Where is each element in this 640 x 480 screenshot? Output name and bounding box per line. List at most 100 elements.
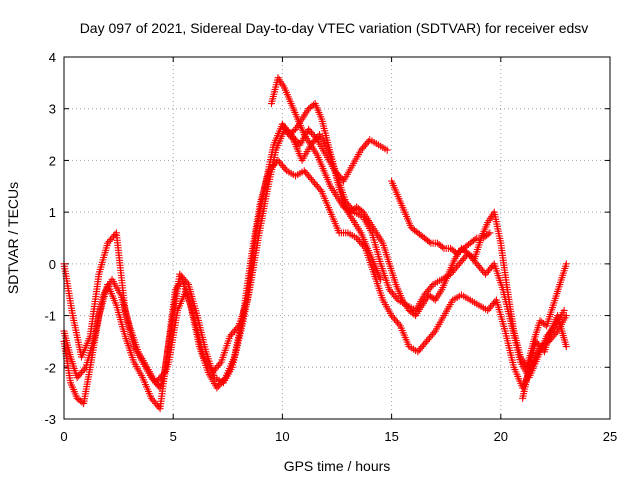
data-point — [533, 339, 541, 347]
x-tick-label: 15 — [384, 429, 398, 444]
data-point — [176, 270, 184, 278]
data-point — [305, 125, 313, 133]
data-point — [388, 312, 396, 320]
data-point — [385, 286, 393, 294]
data-point — [75, 372, 83, 380]
data-point — [107, 236, 115, 244]
data-point — [562, 343, 570, 351]
y-tick-label: 4 — [49, 50, 56, 65]
x-tick-label: 25 — [603, 429, 617, 444]
data-point — [216, 360, 224, 368]
data-point — [420, 341, 428, 349]
data-point — [430, 295, 438, 303]
data-point — [230, 327, 238, 335]
data-point — [487, 263, 495, 271]
data-point — [358, 207, 366, 215]
data-point — [110, 232, 118, 240]
data-point — [391, 315, 399, 323]
data-point — [80, 365, 88, 373]
data-point — [214, 382, 222, 390]
data-point — [357, 146, 365, 154]
data-point — [424, 336, 432, 344]
x-tick-label: 0 — [60, 429, 67, 444]
data-point — [293, 137, 301, 145]
data-point — [532, 337, 540, 345]
data-point — [455, 260, 463, 268]
data-point — [474, 262, 482, 270]
y-tick-label: 3 — [49, 102, 56, 117]
data-point — [360, 143, 368, 151]
data-point — [104, 239, 112, 247]
data-point — [427, 332, 435, 340]
data-point — [414, 348, 422, 356]
data-point — [313, 182, 321, 190]
data-point — [483, 268, 491, 276]
data-point — [418, 343, 426, 351]
data-point — [476, 263, 484, 271]
data-point — [214, 362, 222, 370]
data-point — [76, 370, 84, 378]
data-point — [312, 134, 320, 142]
data-point — [210, 367, 218, 375]
x-tick-label: 5 — [170, 429, 177, 444]
y-tick-label: -3 — [44, 412, 56, 427]
data-point — [177, 272, 185, 280]
data-point — [389, 313, 397, 321]
data-point — [426, 284, 434, 292]
data-point — [306, 127, 314, 135]
data-point — [485, 305, 493, 313]
data-point — [77, 368, 85, 376]
data-point — [303, 170, 311, 178]
data-point — [213, 384, 221, 392]
data-point — [484, 267, 492, 275]
data-point — [211, 365, 219, 373]
data-point — [209, 368, 217, 376]
data-point — [309, 177, 317, 185]
data-point — [470, 256, 478, 264]
data-point — [357, 239, 365, 247]
data-point — [281, 165, 289, 173]
data-point — [391, 293, 399, 301]
data-point — [460, 255, 468, 263]
data-point — [477, 265, 485, 273]
x-tick-label: 20 — [494, 429, 508, 444]
data-point — [560, 306, 568, 314]
data-point — [377, 275, 385, 283]
y-tick-label: 0 — [49, 257, 56, 272]
data-point — [310, 179, 318, 187]
data-point — [232, 325, 240, 333]
data-point — [438, 243, 446, 251]
data-point — [428, 331, 436, 339]
data-point — [484, 230, 492, 238]
data-points — [60, 74, 570, 413]
data-point — [422, 289, 430, 297]
data-point — [552, 329, 560, 337]
data-point — [484, 306, 492, 314]
y-axis-label: SDTVAR / TECUs — [5, 182, 21, 294]
data-point — [486, 265, 494, 273]
data-point — [226, 332, 234, 340]
data-point — [410, 310, 418, 318]
data-point — [227, 331, 235, 339]
data-point — [473, 260, 481, 268]
data-point — [290, 134, 298, 142]
data-point — [383, 146, 391, 154]
data-point — [482, 270, 490, 278]
data-point — [535, 341, 543, 349]
data-point — [305, 172, 313, 180]
data-point — [353, 234, 361, 242]
data-point — [306, 174, 314, 182]
data-point — [147, 394, 155, 402]
data-point — [562, 312, 570, 320]
data-point — [149, 375, 157, 383]
y-tick-label: 2 — [49, 153, 56, 168]
data-point — [302, 168, 310, 176]
data-point — [425, 238, 433, 246]
data-point — [233, 324, 241, 332]
data-point — [229, 329, 237, 337]
y-tick-label: 1 — [49, 205, 56, 220]
tick-labels: 0 5 10 15 20 25 -3 -2 -1 0 1 2 3 4 — [44, 50, 617, 444]
data-point — [312, 181, 320, 189]
data-point — [425, 334, 433, 342]
